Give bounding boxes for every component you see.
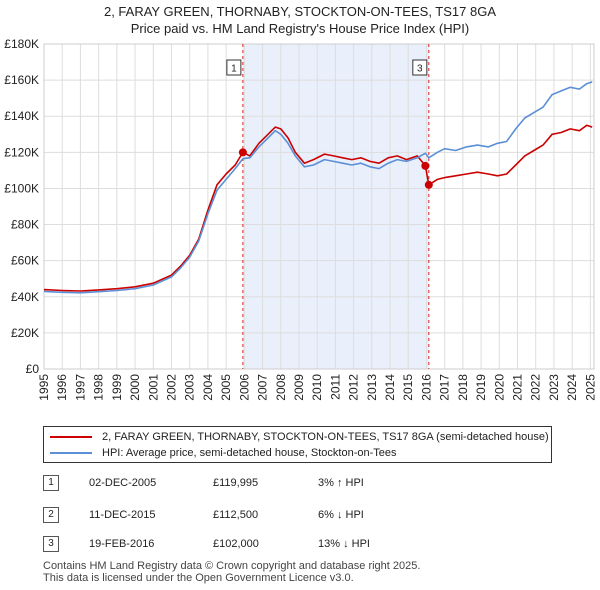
x-tick-label: 2025 [583, 374, 597, 401]
x-tick-label: 2016 [419, 374, 433, 401]
x-tick-label: 2005 [219, 374, 233, 401]
x-tick-label: 2001 [146, 374, 160, 401]
price-chart: £0 £20K £40K £60K £80K £100K £120K £140K £160K £1… [4, 37, 597, 401]
x-tick-label: 2004 [201, 374, 215, 401]
x-tick-label: 2019 [474, 374, 488, 401]
footer-licence: This data is licensed under the Open Gov… [43, 572, 354, 584]
x-tick-label: 2024 [565, 374, 579, 401]
transaction-hpi: 13% ↓ HPI [318, 538, 370, 550]
y-tick-label: £120K [4, 145, 39, 159]
plot-frame [43, 43, 595, 370]
x-tick-label: 2002 [164, 374, 178, 401]
legend-label-hpi: HPI: Average price, semi-detached house,… [102, 447, 397, 459]
series-line-property [43, 124, 593, 292]
transaction-hpi: 3% ↑ HPI [318, 477, 364, 489]
transaction-number: 1 [43, 475, 59, 491]
x-tick-label: 2007 [256, 374, 270, 401]
x-tick-label: 1995 [37, 374, 51, 401]
x-tick-label: 2010 [310, 374, 324, 401]
transaction-number: 3 [43, 536, 59, 552]
legend-line-hpi [50, 452, 92, 454]
y-tick-label: £60K [11, 254, 39, 268]
transaction-price: £119,995 [213, 477, 259, 489]
transaction-price: £112,500 [213, 509, 259, 521]
footer-copyright: Contains HM Land Registry data © Crown c… [43, 560, 421, 572]
x-tick-label: 2014 [383, 374, 397, 401]
transaction-date: 02-DEC-2005 [89, 477, 157, 489]
chart-legend: 2, FARAY GREEN, THORNABY, STOCKTON-ON-TE… [43, 426, 552, 463]
marker-point-2 [421, 161, 430, 170]
chart-subtitle: Price paid vs. HM Land Registry's House … [130, 21, 470, 36]
x-tick-label: 2008 [274, 374, 288, 401]
x-tick-label: 1997 [73, 374, 87, 401]
y-tick-label: £40K [11, 290, 39, 304]
x-tick-label: 1998 [92, 374, 106, 401]
transaction-number: 2 [43, 507, 59, 523]
x-tick-label: 2015 [401, 374, 415, 401]
marker-point-1 [238, 148, 247, 157]
y-tick-label: £140K [4, 109, 39, 123]
transaction-hpi: 6% ↓ HPI [318, 509, 364, 521]
transaction-date: 11-DEC-2015 [89, 509, 156, 521]
transaction-date: 19-FEB-2016 [89, 538, 155, 550]
x-tick-label: 2003 [183, 374, 197, 401]
x-tick-label: 2012 [347, 374, 361, 401]
y-tick-label: £160K [4, 73, 39, 87]
x-tick-label: 2018 [456, 374, 470, 401]
y-tick-label: £20K [11, 326, 39, 340]
x-tick-label: 2017 [438, 374, 452, 401]
chart-title: 2, FARAY GREEN, THORNABY, STOCKTON-ON-TE… [103, 4, 497, 19]
x-tick-label: 2009 [292, 374, 306, 401]
legend-line-property [50, 436, 92, 438]
legend-item-hpi: HPI: Average price, semi-detached house,… [50, 445, 397, 461]
x-tick-label: 2021 [511, 374, 525, 401]
marker-box-1 [226, 59, 242, 76]
x-tick-label: 1999 [110, 374, 124, 401]
y-tick-label: £180K [4, 37, 39, 51]
legend-label-property: 2, FARAY GREEN, THORNABY, STOCKTON-ON-TE… [102, 431, 549, 443]
legend-item-property: 2, FARAY GREEN, THORNABY, STOCKTON-ON-TE… [50, 429, 549, 445]
x-tick-label: 2020 [492, 374, 506, 401]
marker-label-1: 1 [231, 64, 237, 75]
x-tick-label: 2022 [529, 374, 543, 401]
series-line-hpi [43, 81, 593, 294]
marker-label-3: 3 [417, 64, 423, 75]
x-tick-label: 2023 [547, 374, 561, 401]
marker-point-3 [424, 180, 433, 189]
x-tick-label: 1996 [55, 374, 69, 401]
y-tick-label: £80K [11, 218, 39, 232]
y-tick-label: £0 [26, 362, 40, 376]
x-tick-label: 2011 [328, 374, 342, 400]
transaction-price: £102,000 [213, 538, 259, 550]
y-tick-label: £100K [4, 181, 39, 195]
x-tick-label: 2000 [128, 374, 142, 401]
x-tick-label: 2006 [237, 374, 251, 401]
x-tick-label: 2013 [365, 374, 379, 401]
marker-box-3 [412, 59, 428, 76]
